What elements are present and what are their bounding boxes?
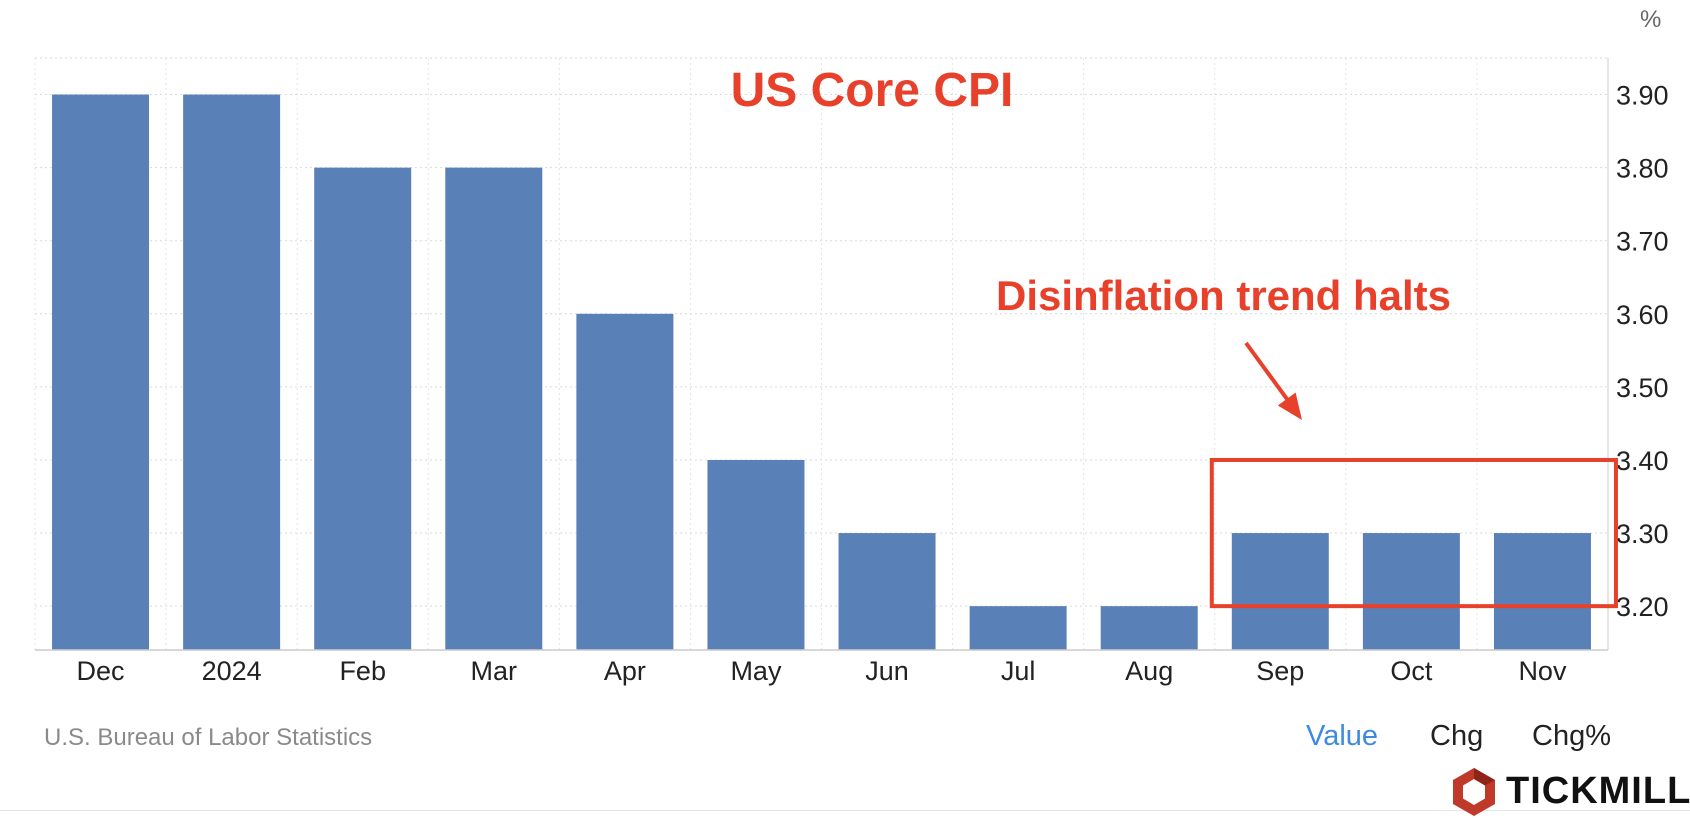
highlight-box bbox=[1209, 457, 1618, 609]
annotation-text: Disinflation trend halts bbox=[996, 272, 1451, 319]
bar-jul[interactable] bbox=[969, 606, 1067, 650]
x-tick-label: 2024 bbox=[202, 656, 262, 686]
x-tick-label: Oct bbox=[1390, 656, 1433, 686]
brand-name: TICKMILL bbox=[1506, 770, 1690, 812]
x-tick-labels: Dec 2024 Feb Mar Apr May Jun Jul Aug Sep Oct Nov bbox=[77, 656, 1567, 686]
bar-nov[interactable] bbox=[1493, 533, 1591, 650]
axes bbox=[35, 58, 1609, 651]
toggle-chg[interactable]: Chg bbox=[1430, 720, 1484, 752]
y-tick-label: 3.20 bbox=[1616, 592, 1669, 622]
brand-logo: TICKMILL bbox=[1450, 766, 1690, 818]
x-tick-label: Jun bbox=[865, 656, 909, 686]
x-tick-label: Dec bbox=[77, 656, 125, 686]
bar-mar[interactable] bbox=[445, 167, 543, 650]
bar-jun[interactable] bbox=[838, 533, 936, 650]
x-tick-label: Aug bbox=[1125, 656, 1173, 686]
bar-feb[interactable] bbox=[314, 167, 412, 650]
x-tick-label: Nov bbox=[1518, 656, 1567, 686]
chart-title: US Core CPI bbox=[731, 64, 1014, 117]
y-tick-label: 3.50 bbox=[1616, 373, 1669, 403]
x-tick-label: Sep bbox=[1256, 656, 1304, 686]
annotation-arrow-head bbox=[1277, 392, 1302, 420]
y-tick-label: 3.30 bbox=[1616, 519, 1669, 549]
x-tick-label: Mar bbox=[471, 656, 518, 686]
toggle-value[interactable]: Value bbox=[1306, 720, 1379, 752]
x-tick-label: May bbox=[730, 656, 782, 686]
divider bbox=[0, 810, 1690, 811]
bar-dec[interactable] bbox=[52, 94, 150, 650]
bar-oct[interactable] bbox=[1362, 533, 1460, 650]
x-tick-label: Jul bbox=[1001, 656, 1036, 686]
bar-may[interactable] bbox=[707, 459, 805, 650]
annotation-arrow-line bbox=[1244, 341, 1297, 412]
y-tick-label: 3.40 bbox=[1616, 446, 1669, 476]
bar-sep[interactable] bbox=[1231, 533, 1329, 650]
y-tick-labels: 3.90 3.80 3.70 3.60 3.50 3.40 3.30 3.20 bbox=[1616, 81, 1669, 623]
tickmill-hexagon-icon bbox=[1453, 768, 1495, 816]
toggle-chg-percent[interactable]: Chg% bbox=[1532, 720, 1611, 752]
view-toggle-group: Value Chg Chg% bbox=[1300, 720, 1620, 760]
bars bbox=[52, 94, 1591, 650]
x-tick-label: Feb bbox=[339, 656, 386, 686]
y-tick-label: 3.80 bbox=[1616, 154, 1669, 184]
annotation bbox=[1209, 341, 1618, 609]
bar-apr[interactable] bbox=[576, 313, 674, 650]
y-unit-label: % bbox=[1640, 6, 1661, 33]
y-tick-label: 3.90 bbox=[1616, 81, 1669, 111]
y-tick-label: 3.60 bbox=[1616, 300, 1669, 330]
bar-2024[interactable] bbox=[183, 94, 281, 650]
bar-aug[interactable] bbox=[1100, 606, 1198, 650]
x-tick-label: Apr bbox=[604, 656, 646, 686]
source-label: U.S. Bureau of Labor Statistics bbox=[44, 724, 373, 751]
y-tick-label: 3.70 bbox=[1616, 227, 1669, 257]
